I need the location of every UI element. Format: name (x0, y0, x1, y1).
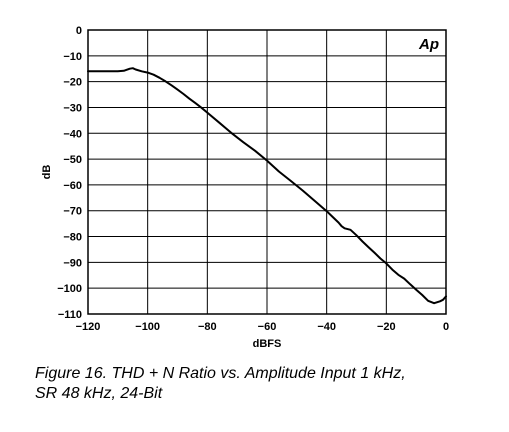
x-tick-label: −100 (135, 321, 160, 333)
figure-caption: Figure 16. THD + N Ratio vs. Amplitude I… (35, 364, 500, 404)
x-tick-label: −20 (377, 321, 396, 333)
x-tick-label: −40 (317, 321, 336, 333)
x-tick-label: −80 (198, 321, 217, 333)
y-tick-label: −110 (58, 309, 82, 321)
y-tick-label: −100 (57, 283, 82, 295)
ap-logo: Ap (418, 36, 439, 53)
chart: 0 −10 −20 −30 −40 −50 −60 −70 −80 −90 −100 −110 −12… (41, 25, 449, 350)
x-tick-label: 0 (443, 321, 449, 333)
y-tick-label: −70 (63, 206, 82, 218)
y-axis-ticks: 0 −10 −20 −30 −40 −50 −60 −70 −80 −90 −100 −110 (57, 25, 82, 321)
x-tick-label: −120 (76, 321, 101, 333)
y-tick-label: −40 (63, 128, 82, 140)
y-axis-title: dB (41, 165, 53, 180)
y-tick-label: −20 (63, 77, 82, 89)
y-tick-label: −30 (63, 102, 82, 114)
x-axis-ticks: −120 −100 −80 −60 −40 −20 0 (76, 321, 449, 333)
y-tick-label: −10 (63, 51, 82, 63)
series-line-group (87, 67, 447, 305)
y-tick-label: −90 (63, 257, 82, 269)
figure-caption-line-2: SR 48 kHz, 24-Bit (35, 385, 163, 402)
y-tick-label: −60 (63, 180, 82, 192)
series-line-0 (87, 67, 447, 305)
grid (87, 29, 447, 315)
x-axis-title: dBFS (253, 338, 282, 350)
y-tick-label: 0 (76, 25, 82, 37)
x-tick-label: −60 (258, 321, 277, 333)
y-tick-label: −50 (63, 154, 82, 166)
y-tick-label: −80 (63, 232, 82, 244)
figure-caption-line-1: Figure 16. THD + N Ratio vs. Amplitude I… (35, 365, 406, 382)
plot-frame (87, 29, 447, 315)
